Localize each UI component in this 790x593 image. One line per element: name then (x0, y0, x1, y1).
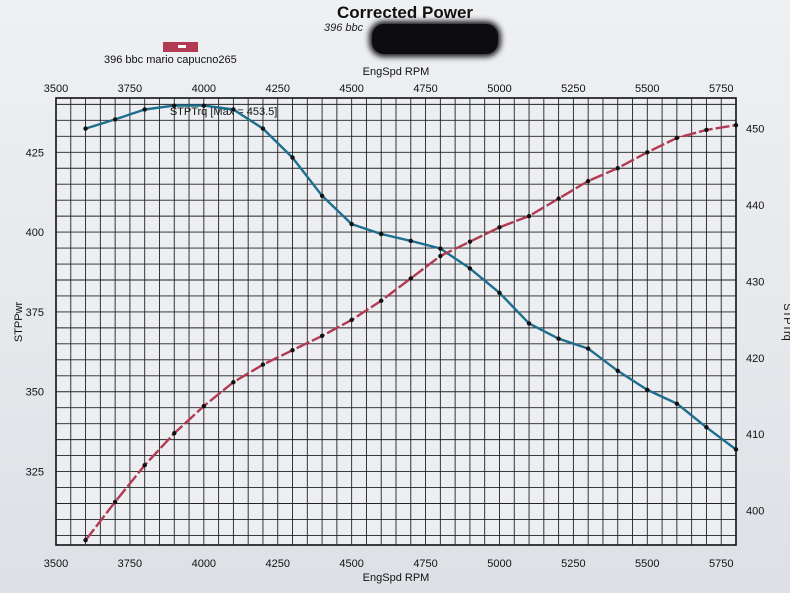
power-data-point (201, 403, 207, 409)
torque-data-point (379, 231, 384, 237)
power-data-point (674, 135, 680, 141)
power-data-point (231, 379, 236, 385)
power-data-point (260, 362, 266, 367)
power-data-point (467, 239, 473, 244)
torque-data-point (674, 401, 680, 406)
torque-data-point (704, 425, 709, 430)
torque-data-point (467, 266, 473, 271)
y-tick-label-right: 450 (746, 124, 764, 136)
legend-swatch (163, 42, 198, 52)
torque-data-point (172, 103, 177, 108)
torque-data-point (526, 321, 532, 326)
x-tick-label-bottom: 3500 (44, 558, 68, 570)
power-data-point (379, 298, 384, 303)
x-tick-label-bottom: 4250 (265, 558, 289, 570)
y-tick-label-right: 420 (746, 353, 764, 365)
torque-data-point (231, 107, 236, 112)
power-data-point (408, 276, 413, 281)
torque-data-point (349, 221, 354, 227)
y-tick-label-right: 400 (746, 506, 764, 518)
chart-title: Corrected Power (336, 3, 474, 22)
redaction-mark (372, 24, 498, 54)
x-tick-label-bottom: 5500 (635, 558, 659, 570)
x-tick-label-top: 4000 (192, 83, 216, 95)
torque-data-point (319, 193, 325, 199)
power-data-point (112, 499, 118, 505)
y-tick-label-left: 400 (26, 227, 44, 239)
y-tick-label-right: 440 (746, 200, 764, 212)
torque-data-point (260, 126, 266, 131)
chart-subtitle: 396 bbc (324, 22, 364, 34)
torque-data-point (645, 387, 650, 393)
x-tick-label-bottom: 4500 (339, 558, 363, 570)
x-tick-label-top: 4750 (413, 83, 437, 95)
power-data-point (349, 317, 354, 323)
x-tick-label-top: 5750 (709, 83, 733, 95)
torque-data-point (290, 155, 295, 160)
power-data-point (438, 253, 443, 259)
power-data-point (556, 196, 561, 201)
torque-data-point (201, 103, 207, 108)
torque-data-point (556, 336, 561, 341)
power-data-point (615, 166, 620, 171)
x-tick-label-top: 5250 (561, 83, 585, 95)
x-axis-label-bottom: EngSpd RPM (363, 572, 430, 584)
x-tick-label-bottom: 5250 (561, 558, 585, 570)
x-tick-label-top: 4500 (339, 83, 363, 95)
y-tick-label-right: 410 (746, 429, 764, 441)
torque-data-point (112, 117, 118, 122)
legend-label: 396 bbc mario capucno265 (104, 54, 237, 66)
x-tick-label-bottom: 5750 (709, 558, 733, 570)
max-torque-annotation: STPTrq [Max = 453.5] (170, 106, 278, 118)
torque-data-point (615, 368, 620, 373)
power-data-point (142, 462, 147, 468)
power-data-point (497, 225, 502, 230)
power-data-point (319, 333, 325, 339)
power-data-point (645, 150, 650, 155)
x-tick-label-top: 5500 (635, 83, 659, 95)
torque-data-point (408, 238, 413, 244)
power-data-point (172, 431, 177, 436)
y-tick-label-left: 325 (26, 467, 44, 479)
x-tick-label-top: 3750 (118, 83, 142, 95)
y-tick-label-left: 375 (26, 307, 44, 319)
y-axis-label-left: STPPwr (13, 301, 25, 342)
torque-data-point (585, 346, 591, 351)
x-tick-label-bottom: 4750 (413, 558, 437, 570)
x-tick-label-top: 3500 (44, 83, 68, 95)
torque-data-point (142, 107, 147, 112)
power-data-point (526, 213, 532, 219)
x-axis-label-top: EngSpd RPM (363, 66, 430, 78)
power-data-point (585, 178, 591, 184)
x-tick-label-top: 4250 (265, 83, 289, 95)
power-series-line (84, 123, 737, 541)
power-data-point (733, 122, 739, 128)
torque-data-point (438, 246, 443, 251)
x-tick-label-top: 5000 (487, 83, 511, 95)
y-axis-label-right: STPTrq (781, 303, 790, 341)
power-data-point (704, 127, 709, 133)
y-tick-label-right: 430 (746, 276, 764, 288)
y-tick-label-left: 425 (26, 147, 44, 159)
torque-data-point (83, 126, 88, 131)
x-tick-label-bottom: 5000 (487, 558, 511, 570)
power-data-point (290, 348, 295, 353)
x-tick-label-bottom: 3750 (118, 558, 142, 570)
torque-data-point (497, 290, 502, 296)
x-tick-label-bottom: 4000 (192, 558, 216, 570)
y-tick-label-left: 350 (26, 387, 44, 399)
power-data-point (83, 538, 88, 543)
torque-data-point (733, 447, 739, 452)
